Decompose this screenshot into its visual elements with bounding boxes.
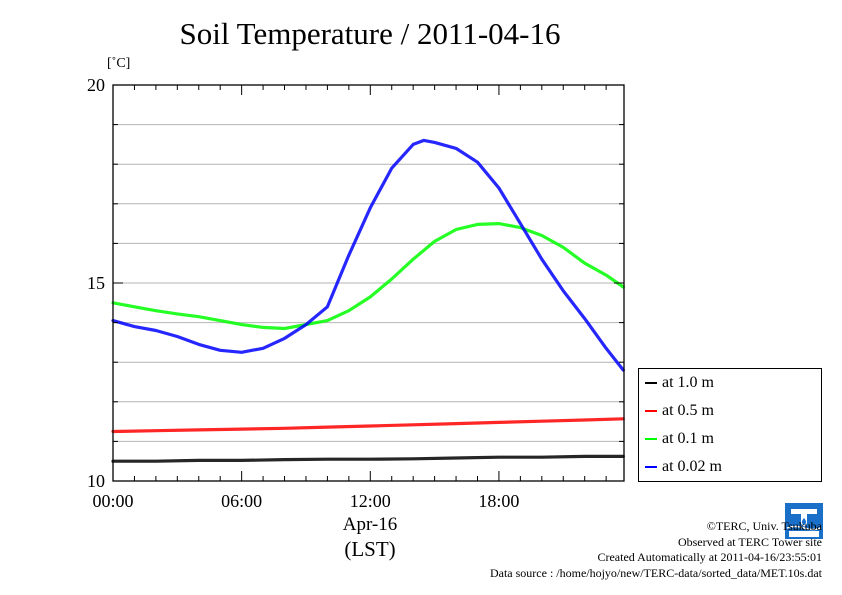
footer-credits: ©TERC, Univ. Tsukuba Observed at TERC To… — [490, 519, 822, 581]
observed-text: Observed at TERC Tower site — [677, 534, 822, 549]
copyright-text: ©TERC, Univ. Tsukuba — [706, 519, 822, 533]
chart-title: Soil Temperature / 2011-04-16 — [179, 16, 561, 51]
x-tick-label: 00:00 — [92, 491, 133, 511]
legend-item: at 1.0 m — [645, 372, 714, 394]
series-line — [111, 417, 625, 434]
chart-legend: at 1.0 m at 0.5 m at 0.1 m at 0.02 m — [638, 368, 822, 482]
legend-item: at 0.02 m — [645, 456, 722, 478]
series-line — [111, 222, 625, 331]
y-tick-label: 15 — [87, 273, 105, 293]
x-axis-unit-label: (LST) — [344, 537, 396, 561]
legend-swatch — [645, 466, 657, 468]
series-line — [111, 138, 625, 372]
x-tick-label: 06:00 — [221, 491, 262, 511]
legend-swatch — [645, 382, 657, 384]
legend-label: at 0.5 m — [662, 402, 714, 419]
legend-swatch — [645, 410, 657, 412]
y-tick-label: 10 — [87, 471, 105, 491]
x-tick-label: 18:00 — [478, 491, 519, 511]
legend-item: at 0.5 m — [645, 400, 714, 422]
terc-logo — [785, 503, 823, 539]
grid-lines — [113, 124, 624, 442]
x-tick-label: 12:00 — [350, 491, 391, 511]
y-tick-label: 20 — [87, 75, 105, 95]
legend-label: at 0.1 m — [662, 430, 714, 447]
series-line — [111, 454, 625, 463]
legend-label: at 1.0 m — [662, 374, 714, 391]
data-source-text: Data source : /home/hojyo/new/TERC-data/… — [489, 565, 822, 580]
series-lines — [111, 138, 625, 463]
legend-item: at 0.1 m — [645, 428, 714, 450]
created-text: Created Automatically at 2011-04-16/23:5… — [597, 550, 822, 564]
legend-label: at 0.02 m — [662, 458, 722, 475]
x-axis-date-label: Apr-16 — [342, 514, 398, 535]
legend-swatch — [645, 438, 657, 440]
axis-ticks: 10 15 20 00:00 06:00 12:00 18:00 — [87, 75, 624, 511]
y-axis-unit-label: [˚C] — [107, 56, 131, 71]
